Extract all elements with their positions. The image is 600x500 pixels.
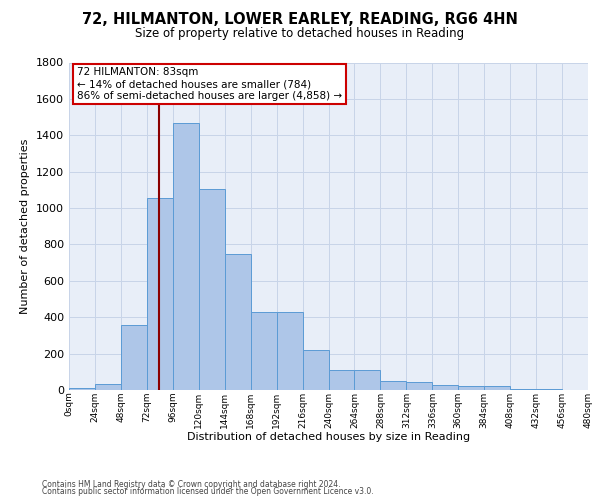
Y-axis label: Number of detached properties: Number of detached properties [20, 138, 31, 314]
Bar [225, 254, 251, 390]
Text: 72, HILMANTON, LOWER EARLEY, READING, RG6 4HN: 72, HILMANTON, LOWER EARLEY, READING, RG… [82, 12, 518, 28]
Text: Size of property relative to detached houses in Reading: Size of property relative to detached ho… [136, 28, 464, 40]
Bar [432, 384, 458, 390]
Bar [380, 381, 406, 390]
Text: 72 HILMANTON: 83sqm
← 14% of detached houses are smaller (784)
86% of semi-detac: 72 HILMANTON: 83sqm ← 14% of detached ho… [77, 68, 342, 100]
Bar [69, 388, 95, 390]
Bar [199, 189, 224, 390]
Bar [95, 384, 121, 390]
Bar [173, 122, 199, 390]
Bar [484, 386, 510, 390]
Bar [510, 389, 536, 390]
Bar [406, 382, 432, 390]
Bar [121, 326, 147, 390]
Text: Distribution of detached houses by size in Reading: Distribution of detached houses by size … [187, 432, 470, 442]
Bar [277, 312, 302, 390]
Bar [251, 312, 277, 390]
Bar [302, 350, 329, 390]
Bar [329, 370, 355, 390]
Bar [458, 386, 484, 390]
Bar [147, 198, 173, 390]
Text: Contains public sector information licensed under the Open Government Licence v3: Contains public sector information licen… [42, 487, 374, 496]
Text: Contains HM Land Registry data © Crown copyright and database right 2024.: Contains HM Land Registry data © Crown c… [42, 480, 341, 489]
Bar [355, 370, 380, 390]
